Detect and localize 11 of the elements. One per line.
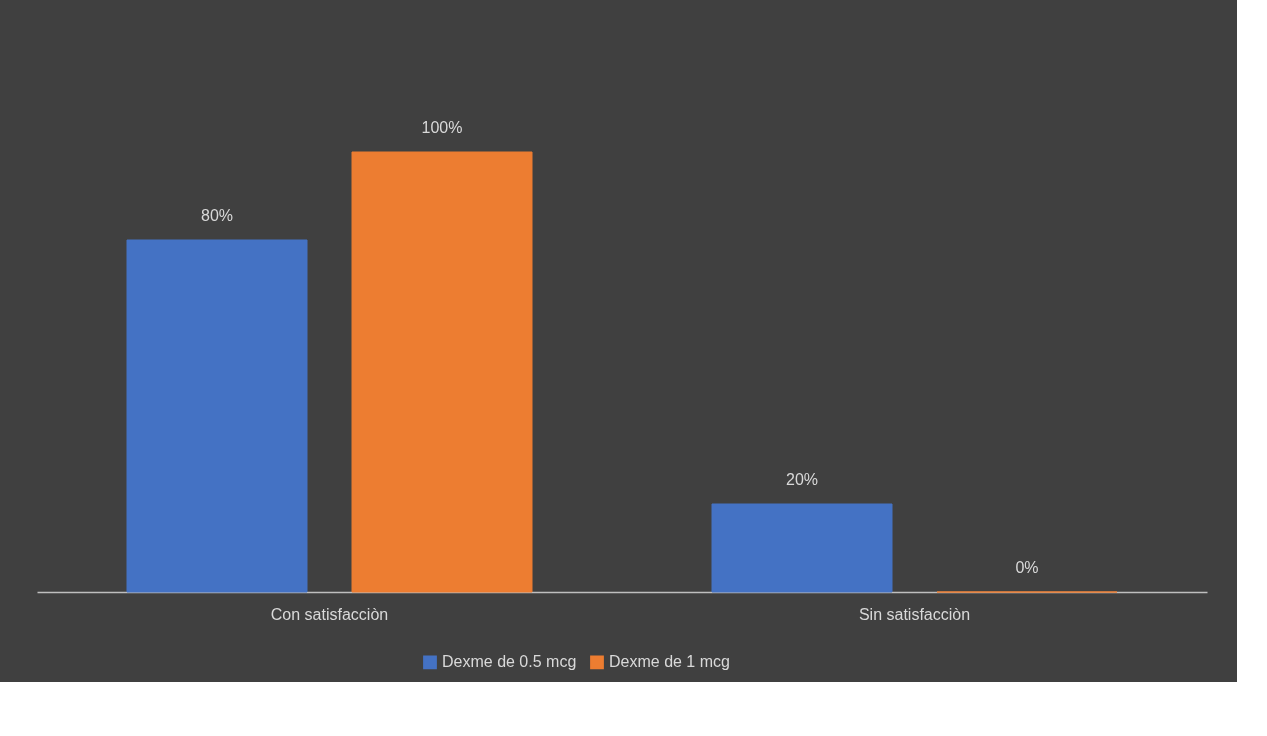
bar [351,151,533,593]
legend-label: Dexme de 1 mcg [609,653,730,671]
legend-label: Dexme de 0.5 mcg [442,653,577,671]
bar [711,503,893,593]
bar [126,239,308,593]
x-tick-label: Sin satisfacciòn [858,605,971,623]
data-label: 80% [200,207,234,224]
data-label: 20% [785,471,819,488]
data-label: 0% [1015,559,1039,576]
data-label: 100% [421,119,463,136]
x-tick-label: Con satisfacciòn [270,605,389,623]
